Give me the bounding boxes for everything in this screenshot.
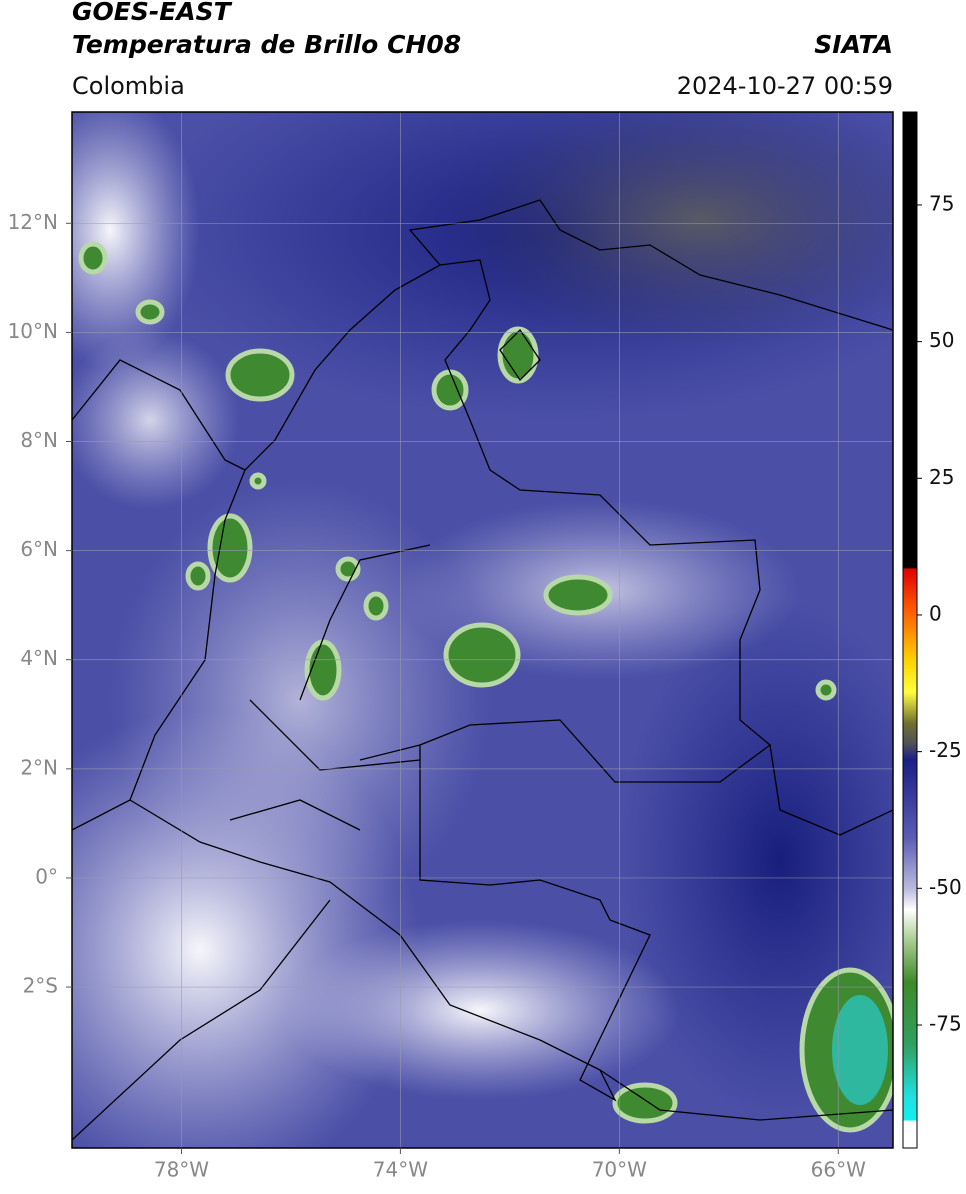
- colorbar-tick-label: 0: [929, 601, 942, 625]
- colorbar-tick-label: -75: [929, 1011, 962, 1035]
- colorbar-tick-label: -50: [929, 875, 962, 899]
- source: SIATA: [814, 30, 893, 59]
- x-tick-label: 70°W: [592, 1158, 647, 1182]
- title: GOES-EAST: [72, 0, 233, 26]
- region: Colombia: [72, 72, 185, 100]
- colorbar-tick-label: 25: [929, 465, 954, 489]
- y-tick-label: 6°N: [20, 537, 58, 561]
- map-frame: [71, 111, 894, 1149]
- y-tick-label: 12°N: [8, 210, 58, 234]
- x-tick-label: 78°W: [154, 1158, 209, 1182]
- y-tick-label: 0°: [35, 864, 58, 888]
- datetime: 2024-10-27 00:59: [677, 72, 893, 100]
- subtitle: Temperatura de Brillo CH08: [72, 30, 461, 59]
- colorbar-tick-label: 50: [929, 328, 954, 352]
- y-tick-label: 2°N: [20, 755, 58, 779]
- y-tick-label: 10°N: [8, 319, 58, 343]
- x-tick-label: 66°W: [811, 1158, 866, 1182]
- y-tick-label: 8°N: [20, 428, 58, 452]
- colorbar-tick-label: -25: [929, 738, 962, 762]
- colorbar-tick-label: 75: [929, 191, 954, 215]
- x-tick-label: 74°W: [373, 1158, 428, 1182]
- satellite-image: [72, 112, 893, 1148]
- y-tick-label: 4°N: [20, 646, 58, 670]
- colorbar: [902, 111, 918, 1149]
- y-tick-label: 2°S: [23, 974, 58, 998]
